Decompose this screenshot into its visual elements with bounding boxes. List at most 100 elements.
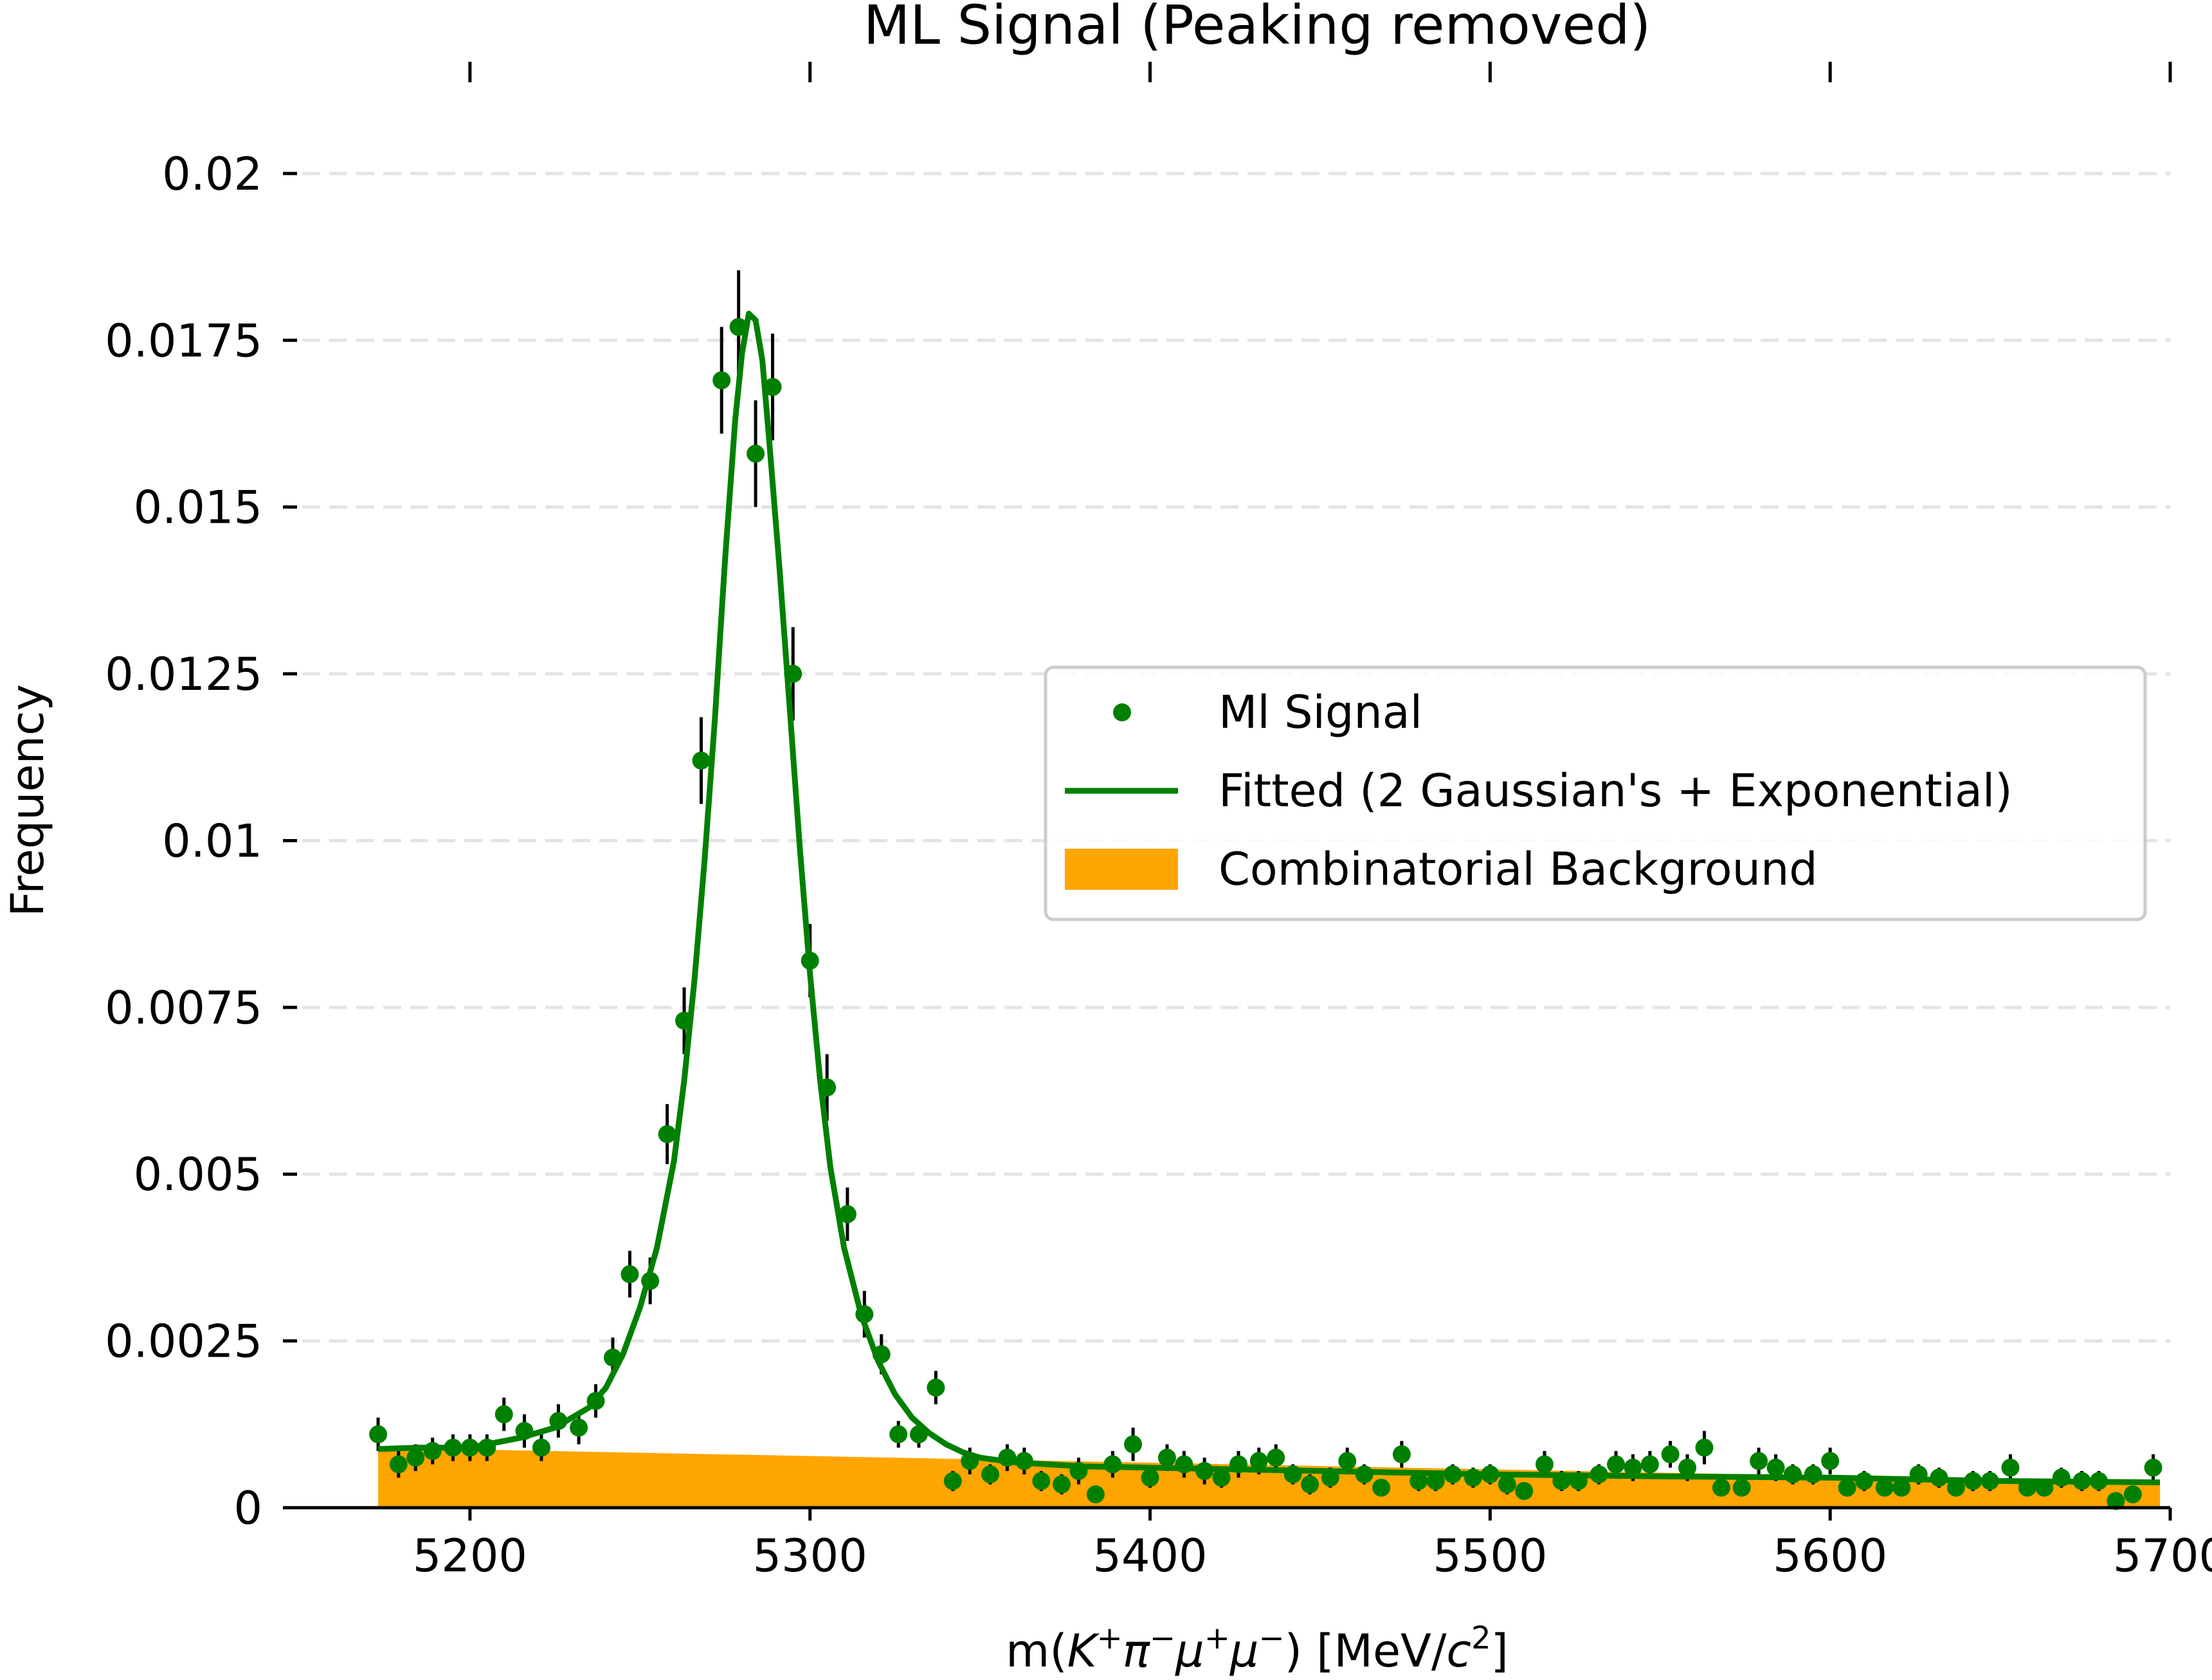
- data-point: [1695, 1438, 1714, 1457]
- x-axis-label-part: −: [1150, 1620, 1175, 1656]
- data-point: [1661, 1445, 1680, 1463]
- data-point: [872, 1345, 891, 1364]
- data-point: [1069, 1461, 1088, 1480]
- data-point: [1086, 1485, 1105, 1504]
- data-point: [1212, 1468, 1231, 1487]
- x-tick-label: 5300: [753, 1530, 867, 1582]
- data-point: [2018, 1478, 2036, 1497]
- x-axis-label-part: m(: [1006, 1625, 1067, 1677]
- data-point: [1930, 1468, 1948, 1487]
- chart-title: ML Signal (Peaking removed): [864, 0, 1651, 57]
- data-point: [1607, 1455, 1626, 1474]
- legend: Ml Signal Fitted (2 Gaussian's + Exponen…: [1044, 665, 2147, 921]
- data-point: [1175, 1455, 1193, 1474]
- data-point: [641, 1272, 660, 1290]
- data-point: [1464, 1468, 1482, 1487]
- x-axis-label-part: μ: [1175, 1625, 1204, 1677]
- data-point: [1750, 1452, 1768, 1470]
- data-point: [478, 1438, 496, 1457]
- data-point: [1552, 1472, 1571, 1490]
- data-point: [818, 1078, 837, 1097]
- data-point: [1766, 1458, 1785, 1477]
- data-point: [1229, 1455, 1248, 1474]
- x-axis-label-part: +: [1204, 1620, 1230, 1656]
- data-point: [549, 1412, 568, 1431]
- data-point: [998, 1449, 1017, 1467]
- data-point: [1964, 1472, 1982, 1490]
- data-point: [927, 1378, 945, 1397]
- x-ticks: 5200 5300 5400 5500 5600 5700: [413, 1508, 2212, 1582]
- data-point: [406, 1449, 425, 1467]
- data-point: [1821, 1452, 1840, 1470]
- legend-patch-marker: [1065, 849, 1178, 890]
- data-point: [2144, 1458, 2162, 1477]
- data-point: [1053, 1475, 1071, 1494]
- x-axis-label-part: c: [1446, 1625, 1471, 1677]
- data-point: [621, 1265, 639, 1283]
- data-point: [423, 1441, 442, 1460]
- y-tick-label: 0.0125: [105, 648, 262, 701]
- data-point: [2089, 1472, 2108, 1490]
- data-point: [1283, 1465, 1302, 1484]
- data-point: [1855, 1472, 1874, 1490]
- data-point: [1338, 1452, 1357, 1470]
- data-point: [369, 1425, 388, 1443]
- data-point: [1141, 1468, 1159, 1487]
- y-tick-label: 0.02: [162, 148, 262, 201]
- top-ticks: [468, 62, 2172, 82]
- data-point: [2001, 1458, 2020, 1477]
- data-point: [763, 377, 782, 396]
- data-point: [1535, 1455, 1554, 1474]
- data-point: [784, 665, 802, 683]
- data-point: [532, 1438, 550, 1457]
- data-point: [1892, 1478, 1911, 1497]
- data-point: [570, 1418, 588, 1437]
- data-point: [889, 1425, 908, 1443]
- data-point: [1426, 1472, 1445, 1490]
- data-point: [658, 1125, 676, 1143]
- data-point: [2123, 1485, 2142, 1504]
- data-point: [515, 1422, 534, 1440]
- data-point: [1875, 1478, 1894, 1497]
- data-point: [1732, 1478, 1751, 1497]
- data-point: [961, 1452, 979, 1470]
- data-point: [675, 1011, 694, 1030]
- data-point: [2072, 1472, 2091, 1490]
- x-axis-label-part: μ: [1229, 1625, 1259, 1677]
- data-point: [692, 751, 711, 770]
- data-point: [1838, 1478, 1856, 1497]
- legend-point-marker: [1113, 703, 1131, 721]
- x-axis-label-part: K: [1067, 1625, 1100, 1677]
- data-point: [838, 1205, 857, 1224]
- legend-label-fit: Fitted (2 Gaussian's + Exponential): [1219, 764, 2013, 817]
- data-point: [1157, 1449, 1176, 1467]
- data-point: [1321, 1468, 1339, 1487]
- y-tick-label: 0.0075: [105, 982, 262, 1034]
- data-point: [1372, 1478, 1391, 1497]
- data-point: [1124, 1435, 1143, 1454]
- data-point: [747, 444, 765, 463]
- y-tick-label: 0.0175: [105, 314, 262, 367]
- data-point: [2052, 1468, 2071, 1487]
- x-axis-label-part: +: [1097, 1620, 1123, 1656]
- data-point: [1355, 1465, 1373, 1484]
- x-axis-label-part: ]: [1491, 1625, 1509, 1677]
- data-point: [1301, 1475, 1319, 1494]
- data-point: [1804, 1465, 1822, 1484]
- data-point: [1481, 1465, 1500, 1484]
- data-point: [1267, 1449, 1285, 1467]
- legend-frame: [1044, 665, 2147, 921]
- data-point: [1015, 1452, 1033, 1470]
- data-point: [1195, 1461, 1214, 1480]
- x-axis-label-part: 2: [1471, 1620, 1491, 1656]
- data-point: [1249, 1452, 1268, 1470]
- data-point: [729, 318, 748, 336]
- data-point: [981, 1465, 999, 1484]
- data-point: [1410, 1472, 1428, 1490]
- data-point: [1712, 1478, 1730, 1497]
- data-point: [1624, 1458, 1642, 1477]
- y-ticks: 0 0.0025 0.005 0.0075 0.01 0.0125 0.015 0.0175 0…: [105, 148, 297, 1535]
- data-point: [2107, 1492, 2125, 1510]
- data-point: [494, 1405, 513, 1423]
